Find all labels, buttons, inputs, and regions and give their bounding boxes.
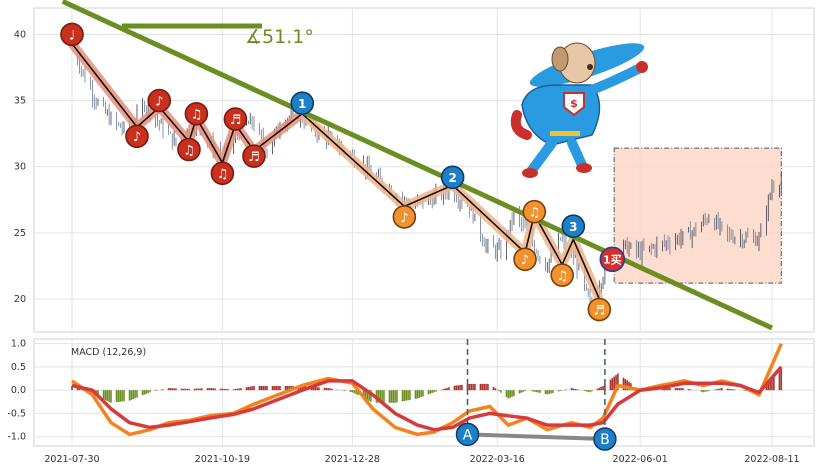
buy-marker: ♪	[392, 205, 417, 229]
sell-marker-glyph: ♫	[217, 167, 229, 182]
x-axis: 2021-07-30 2021-10-19 2021-12-28 2022-03-16…	[44, 454, 799, 465]
buy-marker: ♬	[587, 297, 612, 322]
wave-zigzag-line	[71, 43, 601, 300]
x-tick-label: 2022-03-16	[470, 454, 525, 465]
sell-marker-glyph: ♩	[69, 28, 75, 43]
buy-signal-marker-glyph: 1买	[603, 253, 622, 266]
macd-y-tick-label: -0.5	[7, 408, 26, 419]
macd-y-tick-label: -1.0	[7, 432, 26, 443]
x-tick-label: 2022-08-11	[744, 454, 799, 465]
buy-marker-glyph: ♬	[593, 303, 605, 318]
sell-marker-glyph: ♫	[191, 108, 203, 123]
sell-marker-glyph: ♪	[155, 95, 163, 110]
trendline	[61, 0, 774, 331]
wave-label-marker: 2	[440, 165, 465, 190]
wave-label-marker-circle	[440, 165, 465, 190]
sell-marker: ♫	[210, 161, 235, 186]
wave-label-marker-glyph: 1	[298, 97, 306, 111]
sell-marker-circle	[125, 124, 149, 149]
sell-marker: ♪	[147, 88, 172, 113]
macd-y-tick-label: 1.0	[11, 339, 26, 350]
sell-marker: ♬	[223, 107, 248, 131]
wave-label-marker-glyph: 3	[569, 220, 577, 234]
sell-marker: ♪	[125, 124, 149, 149]
x-tick-label: 2021-07-30	[44, 454, 99, 465]
price-y-tick-label: 25	[14, 228, 26, 239]
divergence-connector	[467, 432, 605, 442]
price-y-tick-label: 35	[14, 96, 26, 107]
macd-title: MACD (12,26,9)	[71, 347, 146, 358]
superhero-dog-illustration: $	[510, 42, 648, 178]
buy-marker: ♫	[522, 199, 547, 224]
price-y-tick-label: 40	[14, 29, 26, 40]
target-zone-box	[613, 147, 782, 284]
buy-marker-circle	[513, 247, 537, 272]
sell-marker: ♫	[177, 137, 201, 162]
price-y-tick-label: 20	[14, 294, 26, 305]
sell-marker-glyph: ♬	[248, 150, 260, 165]
x-tick-label: 2021-10-19	[195, 454, 250, 465]
buy-signal-marker-circle	[599, 246, 626, 273]
buy-marker-glyph: ♫	[556, 269, 568, 284]
divergence-point-b: B	[593, 427, 617, 451]
buy-marker-circle	[550, 263, 574, 287]
wave-label-marker: 3	[561, 214, 586, 239]
sell-marker-circle	[223, 107, 248, 131]
svg-text:$: $	[570, 97, 578, 110]
buy-marker-glyph: ♪	[521, 253, 529, 268]
wave-label-marker-circle	[290, 91, 315, 116]
wave-label-marker: 1	[290, 91, 315, 116]
sell-marker-circle	[210, 161, 235, 186]
trendline-angle-label: ∡51.1°	[245, 26, 314, 48]
divergence-label: A	[463, 427, 473, 443]
sell-marker-circle	[177, 137, 201, 162]
sell-marker: ♬	[242, 144, 266, 168]
sell-marker-circle	[60, 22, 84, 47]
divergence-point-a: A	[455, 422, 480, 447]
buy-marker: ♪	[513, 247, 537, 272]
buy-marker-circle	[587, 297, 612, 322]
divergence-circle	[593, 427, 617, 451]
x-tick-label: 2021-12-28	[325, 454, 380, 465]
buy-marker-glyph: ♫	[529, 206, 541, 221]
divergence-label: B	[600, 432, 610, 448]
x-tick-label: 2022-06-01	[613, 454, 668, 465]
macd-y-tick-label: 0.0	[11, 385, 26, 396]
sell-marker: ♫	[184, 101, 209, 126]
macd-y-tick-label: 0.5	[11, 362, 26, 373]
buy-marker-circle	[392, 205, 417, 229]
macd-lines	[71, 343, 783, 437]
trend-layer	[61, 0, 774, 331]
sell-marker-glyph: ♫	[183, 143, 195, 158]
sell-marker-glyph: ♪	[133, 130, 141, 145]
sell-marker-circle	[184, 101, 209, 126]
macd-y-ticks: -1.0 -0.5 0.0 0.5 1.0	[7, 339, 26, 443]
wave-label-marker-circle	[561, 214, 586, 239]
target-box-layer	[613, 147, 782, 284]
wave-label-marker-glyph: 2	[448, 171, 456, 185]
buy-marker-glyph: ♪	[400, 211, 408, 226]
macd-line-dea	[71, 365, 783, 432]
sell-marker-glyph: ♬	[230, 113, 242, 128]
markers-layer: ♩ ♪ ♪ ♫ ♫ ♫ ♬ ♬ ♪ ♪ ♫ ♫ ♬ 1 2 3 1买	[60, 22, 626, 322]
divergence-circle	[455, 422, 480, 447]
buy-marker: ♫	[550, 263, 574, 287]
macd-grid	[34, 339, 814, 446]
buy-signal-marker: 1买	[599, 246, 626, 273]
price-y-tick-label: 30	[14, 162, 26, 173]
price-panel: 20 25 30 35 40 $ ♩ ♪ ♪ ♫ ♫	[14, 0, 815, 333]
buy-marker-circle	[522, 199, 547, 224]
sell-marker-circle	[242, 144, 266, 168]
sell-marker-circle	[147, 88, 172, 113]
sell-marker: ♩	[60, 22, 84, 47]
price-y-ticks: 20 25 30 35 40	[14, 29, 26, 304]
